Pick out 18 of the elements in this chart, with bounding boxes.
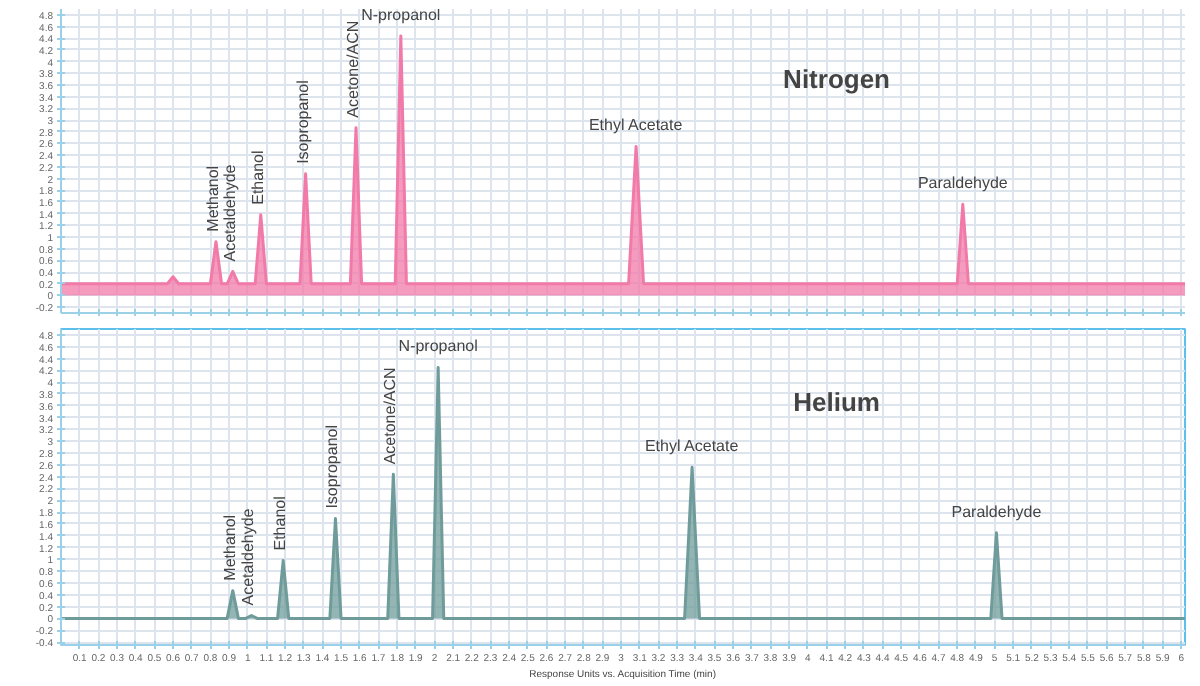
text: Nitrogen [783, 64, 891, 95]
annotation: Ethyl Acetate [644, 437, 740, 456]
annotation: Methanol [203, 165, 222, 232]
annotation: Isopropanol [293, 79, 312, 164]
annotation: Methanol [220, 514, 239, 581]
annotation: N-propanol [398, 337, 479, 356]
annotation: Ethyl Acetate [588, 116, 684, 135]
annotation: Paraldehyde [917, 174, 1009, 193]
annotation: Acetaldehyde [220, 163, 239, 262]
text: Helium [793, 387, 880, 418]
annotation: Acetone/ACN [381, 366, 400, 465]
annotation: Paraldehyde [951, 502, 1043, 521]
annotation: Acetone/ACN [344, 20, 362, 118]
annotation: N-propanol [361, 5, 441, 24]
annotation: Ethanol [248, 150, 267, 205]
annotation: Ethanol [271, 495, 290, 551]
annotation: Acetaldehyde [239, 507, 258, 606]
annotation: Isopropanol [323, 424, 342, 509]
